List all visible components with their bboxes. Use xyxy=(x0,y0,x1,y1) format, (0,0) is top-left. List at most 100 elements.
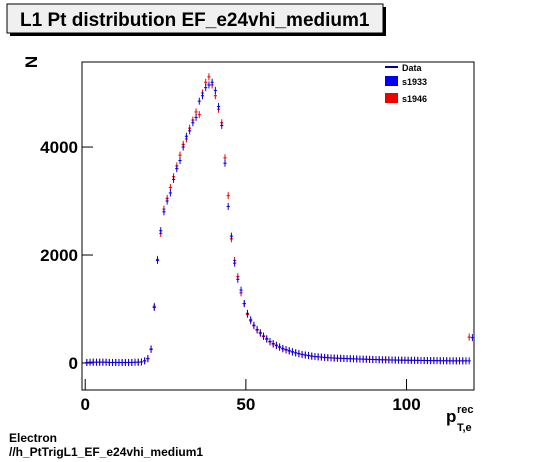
data-point xyxy=(236,275,240,283)
data-point xyxy=(467,333,471,341)
legend-swatch xyxy=(385,76,398,86)
data-point xyxy=(348,355,352,363)
data-point xyxy=(310,352,314,360)
data-point xyxy=(104,358,108,366)
data-point xyxy=(419,356,423,364)
data-point xyxy=(412,356,417,364)
legend-label: s1933 xyxy=(402,77,427,87)
legend-label: s1946 xyxy=(402,94,427,104)
data-point xyxy=(335,354,340,362)
data-point xyxy=(377,356,381,364)
data-point xyxy=(409,356,413,364)
data-point xyxy=(146,355,150,363)
data-point xyxy=(284,346,288,354)
data-point xyxy=(139,358,144,366)
chart-title: L1 Pt distribution EF_e24vhi_medium1 xyxy=(20,10,370,31)
data-point xyxy=(123,358,127,366)
data-point xyxy=(200,92,205,100)
data-point xyxy=(136,358,140,366)
data-point xyxy=(287,347,291,355)
data-point xyxy=(165,197,169,205)
data-point xyxy=(351,355,356,363)
data-point xyxy=(438,357,442,365)
data-point xyxy=(184,132,189,140)
data-point xyxy=(461,357,465,365)
footer-text: //h_PtTrigL1_EF_e24vhi_medium1 xyxy=(9,445,203,459)
data-point xyxy=(271,340,275,348)
data-point xyxy=(213,86,217,94)
data-point xyxy=(422,356,426,364)
data-point xyxy=(445,357,449,365)
data-point xyxy=(188,127,192,135)
data-point xyxy=(181,143,185,151)
data-point xyxy=(274,341,278,349)
plot-frame xyxy=(81,61,475,391)
x-tick-label: 0 xyxy=(80,395,89,414)
x-axis-label: p xyxy=(446,407,456,426)
data-point xyxy=(374,356,378,364)
data-point xyxy=(226,192,230,200)
data-point xyxy=(332,354,336,362)
data-point xyxy=(290,348,295,356)
data-point xyxy=(319,353,323,361)
data-point xyxy=(281,344,285,352)
data-point xyxy=(265,335,269,343)
data-point xyxy=(364,355,368,363)
data-point xyxy=(342,354,346,362)
data-point xyxy=(98,358,102,366)
data-point xyxy=(300,350,304,358)
data-point xyxy=(467,357,471,365)
data-point xyxy=(133,358,137,366)
data-point xyxy=(380,356,385,364)
data-point xyxy=(126,358,131,366)
data-point xyxy=(197,97,201,105)
data-point xyxy=(229,232,234,240)
data-point xyxy=(207,81,211,89)
data-point xyxy=(149,345,153,353)
data-point xyxy=(178,157,182,165)
data-point xyxy=(242,300,246,308)
data-point xyxy=(464,357,468,365)
data-point xyxy=(448,357,452,365)
data-point xyxy=(371,355,375,363)
data-point xyxy=(120,358,124,366)
data-point xyxy=(220,121,224,129)
data-point xyxy=(416,356,420,364)
data-point xyxy=(294,349,298,357)
data-point xyxy=(91,358,95,366)
data-point xyxy=(191,119,195,127)
title-box xyxy=(6,3,384,34)
data-point xyxy=(258,329,262,337)
data-point xyxy=(152,303,156,311)
data-point xyxy=(239,286,243,294)
data-point xyxy=(403,356,407,364)
data-point xyxy=(429,357,433,365)
y-tick-label: 2000 xyxy=(40,246,78,265)
data-point xyxy=(114,358,118,366)
data-point xyxy=(322,353,327,361)
data-point xyxy=(297,350,301,358)
data-point xyxy=(345,355,349,363)
data-point xyxy=(101,358,105,366)
data-point xyxy=(216,103,221,111)
data-point xyxy=(457,357,462,365)
data-point xyxy=(252,321,256,329)
x-tick-label: 100 xyxy=(392,395,420,414)
data-point xyxy=(249,316,253,324)
data-point xyxy=(197,111,201,119)
data-point xyxy=(406,356,410,364)
data-point xyxy=(425,357,430,365)
data-point xyxy=(441,357,446,365)
data-point xyxy=(339,354,343,362)
y-tick-label: 0 xyxy=(69,354,78,373)
data-point xyxy=(194,113,198,121)
x-tick-label: 50 xyxy=(236,395,255,414)
data-point xyxy=(367,355,372,363)
x-axis-label-sup: rec xyxy=(457,404,474,416)
data-point xyxy=(432,357,436,365)
data-point xyxy=(261,332,266,340)
data-point xyxy=(268,337,272,345)
data-point xyxy=(226,202,230,210)
data-point xyxy=(168,189,172,197)
